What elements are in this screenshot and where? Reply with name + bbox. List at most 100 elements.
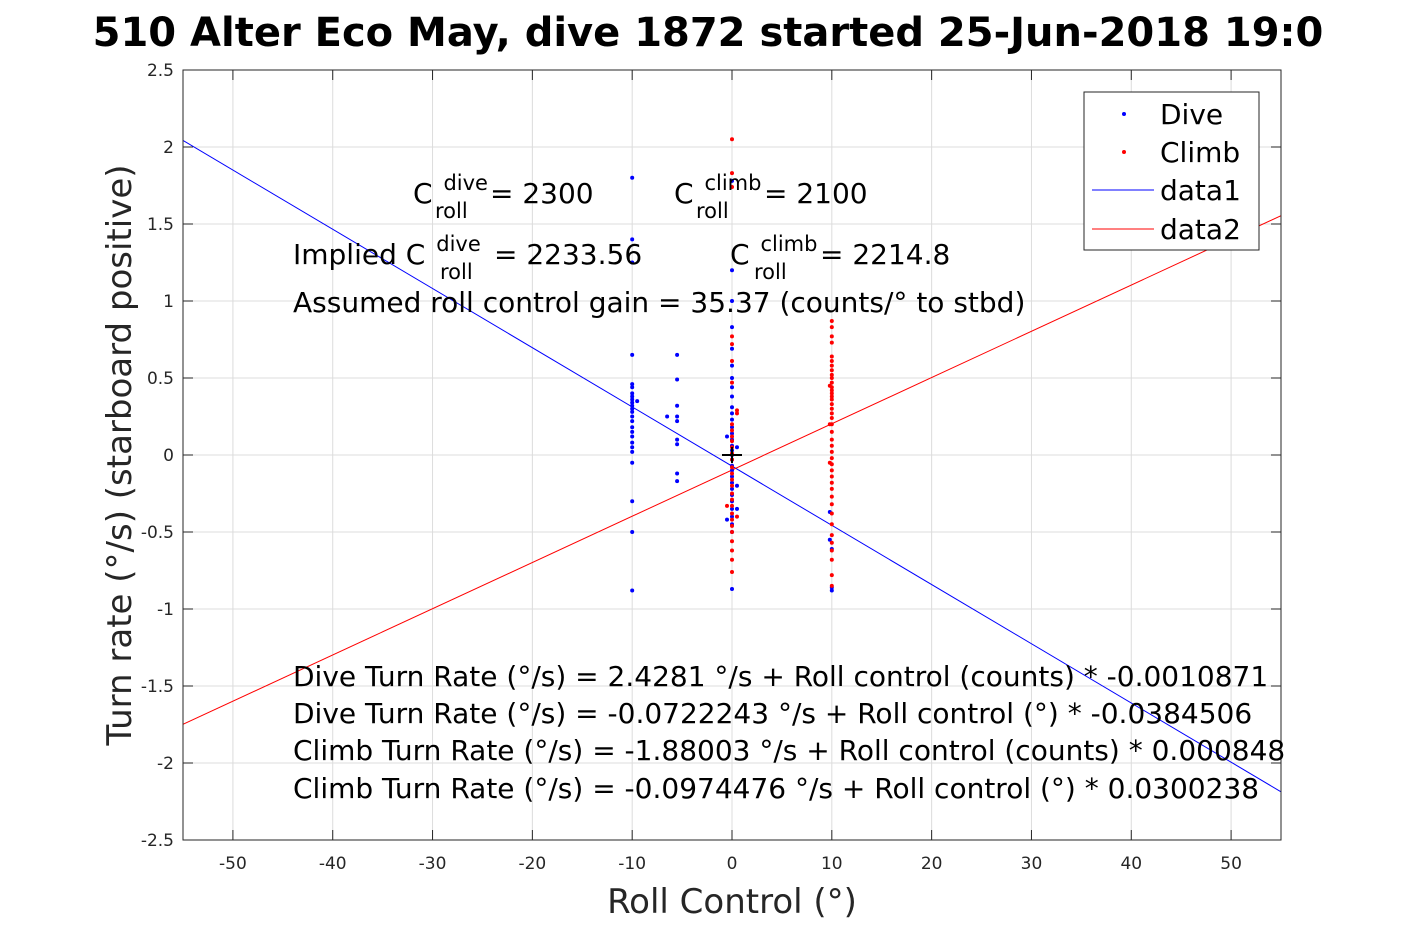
x-tick-label: 20 [921,854,943,874]
climb-point [829,443,834,448]
fit-equation-3: Climb Turn Rate (°/s) = -1.88003 °/s + R… [293,734,1285,767]
climb-point [734,411,739,416]
climb-point [730,171,734,176]
c-climb-base: C [674,177,694,210]
climb-point [829,380,834,385]
dive-point [675,479,680,484]
climb-point [730,483,734,488]
dive-point [730,468,734,473]
dive-point [630,409,635,414]
climb-point [829,494,834,499]
y-tick-label: 1.5 [147,215,174,235]
climb-point [730,439,734,444]
climb-point [730,434,734,439]
center-marker [722,447,742,463]
climb-point [734,514,739,519]
climb-point [829,359,834,364]
plot-frame [182,69,1282,841]
climb-point [730,548,734,553]
dive-point [730,405,734,410]
implied-dive-sup: dive [436,232,481,256]
y-tick-label: -2 [157,754,174,774]
legend-label-data2: data2 [1160,213,1241,246]
fit-equation-1: Dive Turn Rate (°/s) = 2.4281 °/s + Roll… [293,660,1268,693]
dive-point [630,414,635,419]
legend-label-data1: data1 [1160,174,1241,207]
climb-point [829,533,834,538]
climb-point [829,474,834,479]
dive-point [730,299,734,303]
climb-point [829,402,834,407]
dive-point [730,385,734,390]
legend-swatch-climb [1122,150,1126,154]
climb-point [829,406,834,411]
climb-point [829,397,834,402]
climb-point [829,363,834,368]
c-dive-base: C [413,177,433,210]
climb-point [730,185,734,190]
climb-point [829,548,834,553]
dive-point [730,346,734,351]
dive-point [730,425,734,430]
c-dive-sup: dive [443,171,488,195]
climb-point [829,583,834,588]
climb-point [730,334,734,339]
climb-point [734,408,739,413]
dive-point [730,376,734,380]
climb-point [829,394,834,399]
climb-point [829,480,834,485]
gain-annotation: Assumed roll control gain = 35.37 (count… [293,286,1025,319]
y-tick-label: -2.5 [141,831,174,851]
c-dive-sub: roll [435,199,468,223]
climb-point [730,517,734,522]
legend-label-climb: Climb [1160,136,1240,169]
legend-box [1083,91,1260,251]
x-tick-label: -30 [419,854,447,874]
axis-ticks: -50 -40 -30 -20 -10 0 10 20 30 40 50-2.5-2-1.5-1-0… [141,61,1281,874]
climb-point [829,391,834,396]
svg-text:Implied C dive: Implied C dive [293,232,481,271]
climb-point [730,422,734,427]
dive-point [630,588,635,593]
dive-point [730,417,734,422]
climb-point [730,523,734,528]
climb-point [829,354,834,359]
climb-point [829,502,834,507]
dive-point [730,474,734,479]
svg-text:C climb: C climb [730,232,817,271]
climb-point [730,471,734,476]
dive-point [675,414,680,419]
x-tick-label: -20 [518,854,546,874]
climb-point [730,539,734,544]
implied-dive-sub: roll [440,260,473,284]
climb-point [829,540,834,545]
dive-point [730,514,734,519]
dive-point [630,419,635,424]
climb-point [730,497,734,502]
climb-point [829,522,834,527]
x-tick-label: -10 [618,854,646,874]
dive-point [630,403,635,408]
dive-point [630,400,635,405]
dive-point [630,440,635,445]
dive-point [630,175,635,180]
climb-point [730,511,734,516]
dive-point [630,434,635,439]
dive-point [630,382,635,387]
dive-point [635,399,640,404]
dive-point [730,394,734,399]
y-tick-label: 1 [163,292,174,312]
climb-point [829,376,834,380]
climb-point [829,573,834,578]
dive-point [730,480,734,485]
climb-point [730,342,734,347]
climb-point [829,334,834,339]
climb-point [829,340,834,345]
dive-point [630,429,635,434]
dive-point [630,530,635,534]
dive-point [829,588,834,593]
climb-point [827,460,832,465]
implied-climb-value: = 2214.8 [820,238,950,271]
dive-point [630,237,635,242]
dive-point [675,437,680,442]
